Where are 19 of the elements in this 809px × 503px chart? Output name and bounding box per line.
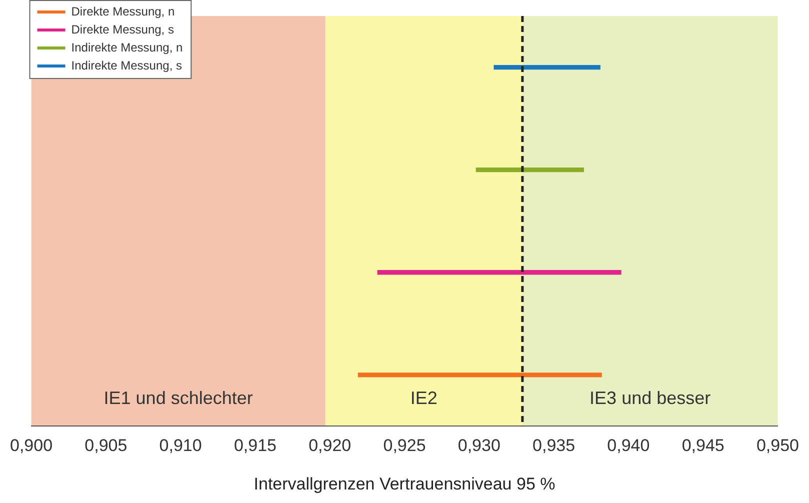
x-tick-label: 0,935 [532,436,576,456]
x-tick-label: 0,940 [607,436,650,456]
legend-label: Direkte Messung, s [71,22,174,36]
legend-label: Indirekte Messung, n [71,40,183,54]
x-tick-label: 0,900 [10,436,53,456]
x-tick-label: 0,930 [458,436,500,456]
band-label: IE1 und schlechter [104,388,253,408]
x-tick-label: 0,925 [383,436,426,456]
x-tick-label: 0,910 [159,436,202,456]
legend-label: Indirekte Messung, s [71,58,182,72]
legend-label: Direkte Messung, n [71,4,175,18]
band-label: IE3 und besser [590,388,711,408]
x-tick-label: 0,945 [682,436,724,456]
band-label: IE2 [410,388,438,408]
x-axis-title: Intervallgrenzen Vertrauensniveau 95 % [254,474,556,494]
x-tick-label: 0,905 [84,436,128,456]
x-tick-label: 0,950 [756,436,800,456]
x-tick-label: 0,915 [234,436,276,456]
x-tick-label: 0,920 [308,436,352,456]
